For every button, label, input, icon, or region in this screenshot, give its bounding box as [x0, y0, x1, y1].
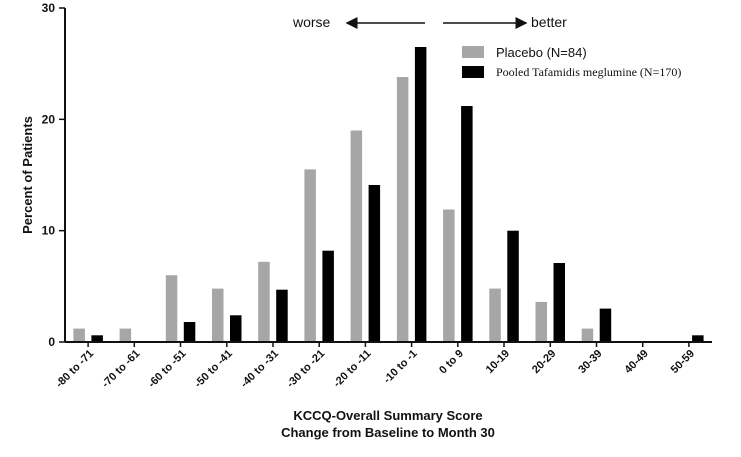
x-tick-label-11: 30-39 [576, 348, 604, 376]
better-label: better [531, 14, 567, 30]
bar-tafamidis-0 [91, 335, 103, 342]
y-tick-label-3: 30 [42, 1, 56, 15]
legend: Placebo (N=84) Pooled Tafamidis meglumin… [462, 45, 681, 79]
y-ticks: 0 10 20 30 [42, 1, 65, 349]
bar-placebo-2 [165, 275, 178, 342]
bars-group [73, 47, 704, 342]
x-tick-label-12: 40-49 [622, 348, 650, 376]
bar-tafamidis-11 [599, 308, 612, 342]
x-axis-title-line2: Change from Baseline to Month 30 [281, 425, 495, 440]
bar-placebo-0 [73, 328, 85, 342]
x-tick-label-0: -80 to -71 [54, 348, 97, 391]
bar-tafamidis-10 [553, 263, 565, 342]
y-tick-label-2: 20 [42, 112, 56, 126]
bar-tafamidis-3 [230, 315, 242, 342]
bar-tafamidis-8 [461, 106, 473, 342]
bar-tafamidis-4 [276, 289, 288, 342]
bar-placebo-6 [350, 130, 363, 342]
x-tick-label-4: -40 to -31 [238, 348, 281, 391]
direction-annotation: worse better [292, 14, 567, 30]
bar-tafamidis-2 [183, 322, 196, 342]
legend-swatch-placebo [462, 46, 484, 58]
x-tick-label-8: 0 to 9 [437, 348, 466, 377]
bar-tafamidis-5 [322, 250, 334, 342]
bar-tafamidis-7 [414, 47, 427, 342]
y-tick-label-1: 10 [42, 224, 56, 238]
bar-placebo-10 [535, 301, 547, 342]
bar-placebo-11 [581, 328, 594, 342]
x-tick-label-13: 50-59 [669, 348, 697, 376]
x-axis-title-line1: KCCQ-Overall Summary Score [293, 408, 482, 423]
legend-swatch-tafamidis [462, 66, 484, 78]
x-tick-label-7: -10 to -1 [381, 348, 419, 386]
bar-placebo-3 [212, 288, 224, 342]
x-tick-label-2: -60 to -51 [146, 348, 189, 391]
bar-placebo-5 [304, 169, 316, 342]
y-axis-title: Percent of Patients [20, 116, 35, 234]
worse-label: worse [292, 14, 331, 30]
x-tick-label-10: 20-29 [530, 348, 558, 376]
x-tick-label-3: -50 to -41 [192, 348, 235, 391]
bar-placebo-1 [119, 328, 132, 342]
bar-placebo-8 [443, 209, 455, 342]
bar-placebo-7 [396, 77, 409, 342]
x-tick-label-6: -20 to -11 [331, 348, 373, 390]
y-tick-label-0: 0 [48, 335, 55, 349]
legend-label-placebo: Placebo (N=84) [496, 45, 587, 60]
bar-tafamidis-9 [507, 230, 519, 342]
bar-tafamidis-6 [368, 185, 381, 342]
x-tick-label-5: -30 to -21 [285, 348, 328, 391]
bar-placebo-9 [489, 288, 501, 342]
x-ticks: -80 to -71 -70 to -61 -60 to -51 -50 to -41… [54, 342, 697, 390]
bar-placebo-4 [258, 261, 270, 342]
x-tick-label-9: 10-19 [484, 348, 512, 376]
x-tick-label-1: -70 to -61 [100, 348, 143, 391]
bar-tafamidis-13 [692, 335, 704, 342]
legend-label-tafamidis: Pooled Tafamidis meglumine (N=170) [496, 65, 681, 79]
